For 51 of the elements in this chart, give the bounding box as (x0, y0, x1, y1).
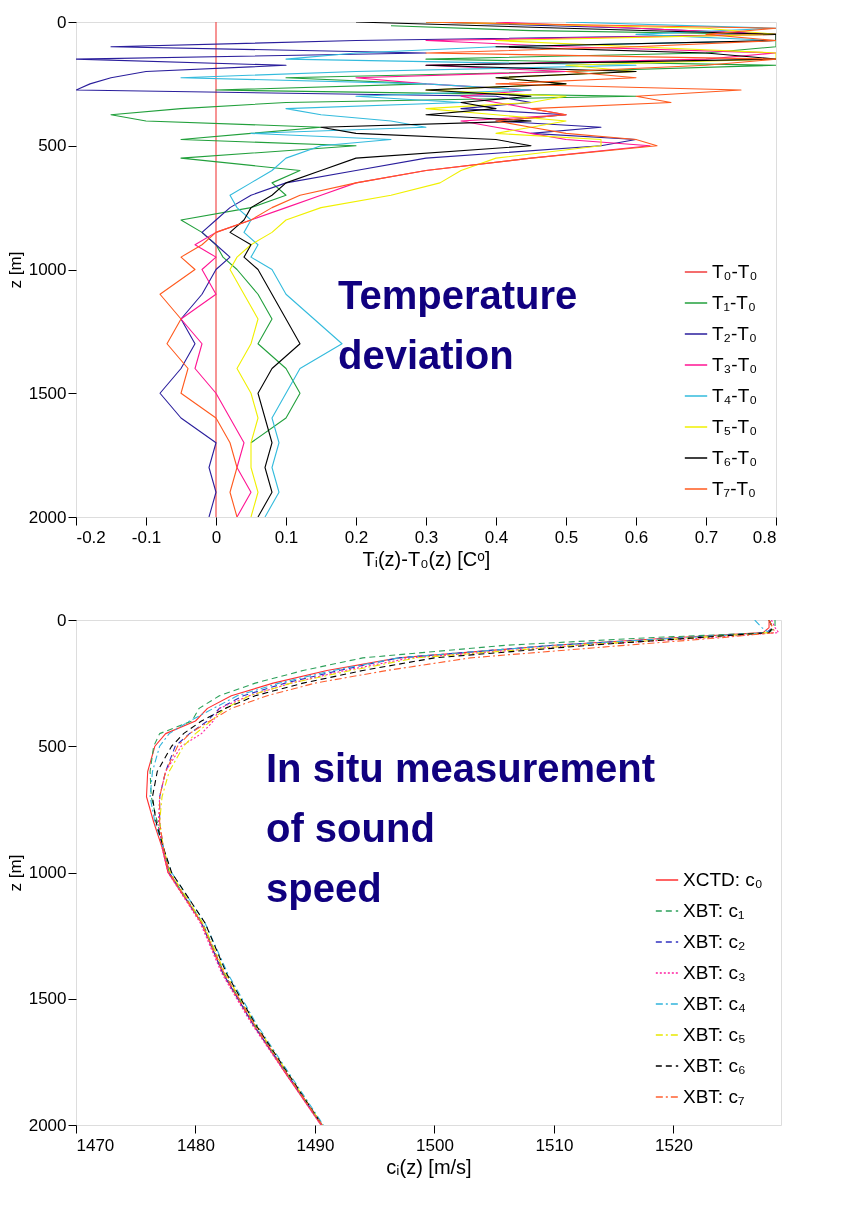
x-tick-label: -0.2 (76, 527, 106, 547)
y-tick-label: 2000 (28, 1115, 67, 1135)
legend-label: T₄-T₀ (712, 385, 758, 406)
x-tick-label: 0.3 (414, 527, 439, 547)
y-tick-label: 1500 (28, 383, 67, 403)
y-tick-label: 0 (57, 12, 67, 32)
y-tick-label: 500 (38, 136, 67, 156)
x-tick-label: 1520 (655, 1135, 693, 1155)
y-tick-label: 1000 (28, 260, 67, 279)
legend-label: T₁-T₀ (712, 292, 756, 313)
line-series (215, 22, 217, 517)
y-tick-label: 1500 (28, 989, 67, 1009)
y-axis-title: z [m] (5, 251, 25, 289)
legend-label: XCTD: c₀ (683, 869, 763, 890)
x-tick-label: 0.2 (344, 527, 369, 547)
legend-label: XBT: c₄ (683, 993, 746, 1014)
y-tick-label: 0 (57, 610, 67, 630)
legend-label: T₇-T₀ (712, 478, 756, 499)
x-tick-label: 0.1 (274, 527, 299, 547)
x-tick-label: 1510 (535, 1135, 574, 1155)
y-tick-label: 1000 (28, 863, 67, 882)
legend-label: T₅-T₀ (712, 416, 758, 437)
legend-label: XBT: c₇ (683, 1086, 745, 1107)
x-tick-label: 0.4 (484, 527, 509, 547)
x-tick-label: 0.5 (554, 527, 579, 547)
y-tick-label: 2000 (28, 507, 67, 527)
line-series (110, 25, 776, 444)
x-tick-label: 1500 (416, 1135, 454, 1155)
x-tick-label: 0.6 (624, 527, 649, 547)
annotation: Temperature deviation (338, 273, 578, 377)
y-tick-label: 500 (38, 736, 67, 756)
legend-label: T₂-T₀ (712, 323, 757, 344)
legend-label: XBT: c₆ (683, 1055, 746, 1076)
x-tick-label: 1490 (296, 1135, 335, 1155)
annotation: In situ measurement of sound speed (266, 746, 656, 910)
legend-label: XBT: c₃ (683, 962, 746, 983)
y-axis-title: z [m] (5, 854, 25, 892)
legend-label: XBT: c₅ (683, 1024, 746, 1045)
legend-label: XBT: c₁ (683, 900, 745, 921)
legend-label: T₆-T₀ (712, 447, 758, 468)
x-axis-title: cᵢ(z) [m/s] (386, 1155, 472, 1178)
x-tick-label: 1470 (76, 1135, 115, 1155)
legend-label: XBT: c₂ (683, 931, 746, 952)
legend-label: T₃-T₀ (712, 354, 758, 375)
x-tick-label: 0 (211, 527, 222, 547)
x-axis-title: Tᵢ(z)-T₀(z) [Cᵒ] (362, 547, 491, 570)
x-tick-label: -0.1 (131, 527, 162, 547)
x-tick-label: 0.8 (752, 527, 777, 547)
legend-label: T₀-T₀ (712, 261, 758, 282)
x-tick-label: 1480 (177, 1135, 215, 1155)
x-tick-label: 0.7 (694, 527, 719, 547)
